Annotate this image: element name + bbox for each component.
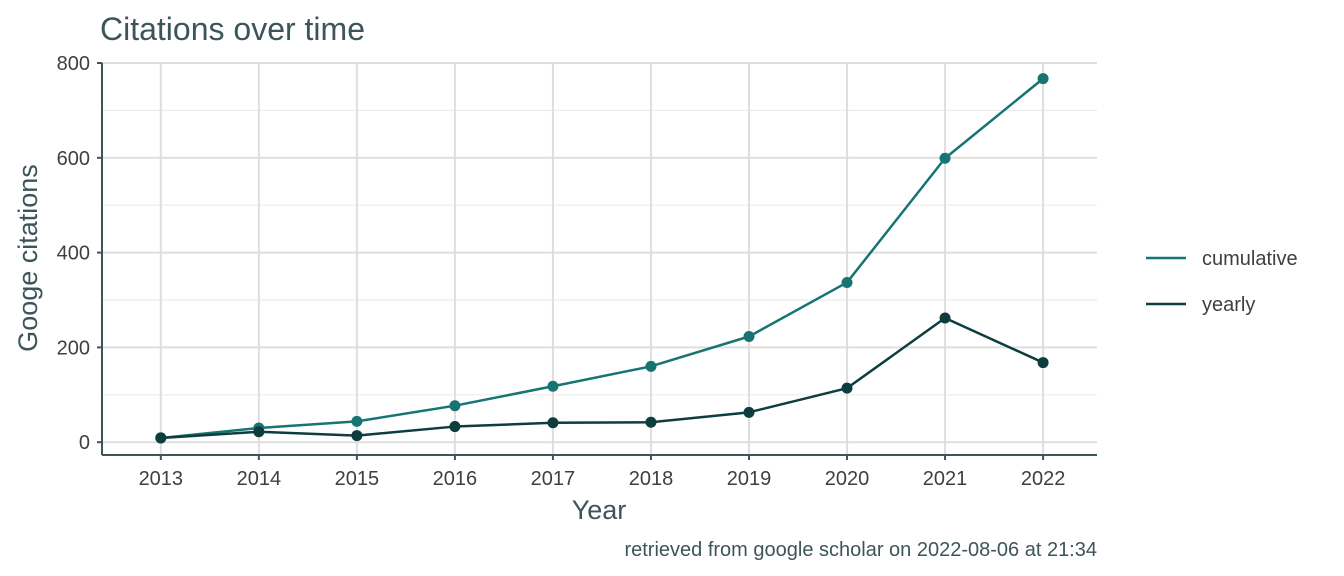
data-point-cumulative [351,415,363,427]
data-point-yearly [939,312,951,324]
y-tick-label: 400 [57,243,90,265]
x-tick-label: 2015 [335,468,380,490]
data-point-yearly [547,417,559,429]
legend-label-yearly: yearly [1202,294,1255,316]
x-tick-label: 2014 [237,468,282,490]
legend: cumulative yearly [1146,248,1298,316]
data-point-yearly [351,430,363,442]
y-tick-label: 0 [79,432,90,454]
data-series [155,73,1049,444]
grid-lines [102,62,1097,455]
data-point-yearly [841,382,853,394]
data-point-yearly [1037,357,1049,369]
x-tick-label: 2022 [1021,468,1066,490]
data-point-yearly [743,406,755,418]
data-point-cumulative [645,360,657,372]
x-tick-label: 2018 [629,468,674,490]
axes [97,62,1097,460]
chart-title: Citations over time [100,11,365,47]
x-tick-label: 2020 [825,468,870,490]
data-point-yearly [253,426,265,438]
data-point-cumulative [547,380,559,392]
legend-label-cumulative: cumulative [1202,248,1298,270]
data-point-cumulative [449,400,461,412]
data-point-yearly [155,432,167,444]
data-point-cumulative [841,276,853,288]
data-point-cumulative [1037,73,1049,85]
y-tick-label: 800 [57,53,90,75]
data-point-cumulative [743,330,755,342]
x-tick-label: 2021 [923,468,968,490]
series-line-cumulative [160,77,1044,440]
data-point-yearly [645,416,657,428]
y-axis-title: Googe citations [13,164,43,352]
chart-caption: retrieved from google scholar on 2022-08… [624,539,1097,561]
x-tick-label: 2013 [139,468,184,490]
x-axis-title: Year [572,495,627,525]
x-tick-label: 2016 [433,468,478,490]
y-tick-label: 200 [57,337,90,359]
x-tick-label: 2019 [727,468,772,490]
tick-labels: 0 200 400 600 800 2013 2014 2015 2016 2017 2018 201… [57,53,1066,490]
x-tick-label: 2017 [531,468,576,490]
data-point-cumulative [939,152,951,164]
y-tick-label: 600 [57,148,90,170]
data-point-yearly [449,421,461,433]
series-line-yearly [160,316,1044,440]
